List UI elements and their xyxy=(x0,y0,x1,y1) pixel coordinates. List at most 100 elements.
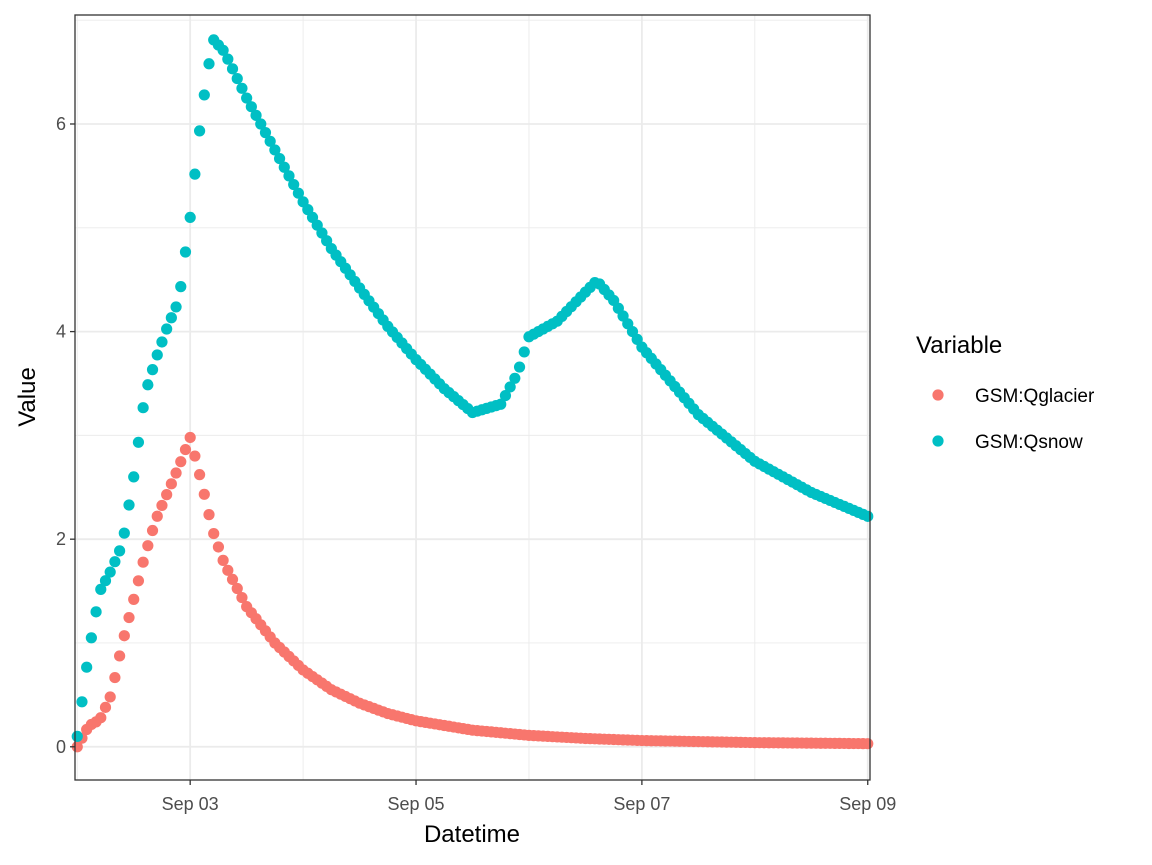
data-point xyxy=(151,510,163,522)
data-point xyxy=(85,632,97,644)
data-point xyxy=(175,456,187,468)
data-point xyxy=(123,611,135,624)
legend-key-qsnow xyxy=(932,435,944,447)
data-point xyxy=(90,606,102,618)
data-point xyxy=(509,372,521,384)
data-point xyxy=(114,650,126,662)
y-tick-label: 6 xyxy=(56,114,66,134)
y-tick-label: 0 xyxy=(56,737,66,757)
data-point xyxy=(109,556,121,568)
legend-label-qglacier: GSM:Qglacier xyxy=(975,386,1095,407)
data-point xyxy=(231,72,243,85)
data-point xyxy=(99,701,112,713)
x-axis-title: Datetime xyxy=(424,821,520,848)
data-point xyxy=(184,211,196,224)
data-point xyxy=(862,510,874,522)
x-tick-label: Sep 07 xyxy=(613,794,670,814)
data-point xyxy=(142,379,154,391)
data-point xyxy=(226,63,239,75)
series-gsm-qglacier xyxy=(71,431,874,753)
data-point xyxy=(264,135,276,147)
data-point xyxy=(114,545,126,557)
data-point xyxy=(189,450,201,462)
data-point xyxy=(118,527,130,539)
data-point xyxy=(217,44,229,56)
data-point xyxy=(222,564,234,576)
data-point xyxy=(132,575,145,587)
data-point xyxy=(128,593,140,605)
data-point xyxy=(513,361,526,373)
data-point xyxy=(161,323,173,335)
data-point xyxy=(128,471,140,483)
y-tick-label: 4 xyxy=(56,322,66,342)
data-point xyxy=(203,509,215,521)
data-point xyxy=(217,554,229,566)
data-point xyxy=(156,499,168,512)
data-point xyxy=(222,53,234,65)
data-point xyxy=(71,730,83,743)
data-point xyxy=(104,691,116,703)
y-tick-label: 2 xyxy=(56,529,66,549)
data-point xyxy=(104,566,116,578)
data-point xyxy=(236,591,248,604)
data-point xyxy=(273,152,286,165)
data-point xyxy=(123,499,135,511)
panel-border xyxy=(74,14,871,781)
data-point xyxy=(151,349,163,361)
legend-title: Variable xyxy=(916,332,1002,359)
x-tick-label: Sep 05 xyxy=(388,794,445,814)
data-point xyxy=(518,346,530,358)
data-point xyxy=(255,118,267,130)
data-point xyxy=(203,58,215,70)
data-point xyxy=(161,489,173,501)
data-point xyxy=(132,436,145,448)
data-point xyxy=(193,125,206,137)
x-axis: Sep 03 Sep 05 Sep 07 Sep 09 xyxy=(162,780,896,814)
data-point xyxy=(288,178,300,191)
y-axis-title: Value xyxy=(14,367,41,427)
data-point xyxy=(165,312,177,324)
data-points xyxy=(71,34,874,753)
data-point xyxy=(212,541,225,553)
data-point xyxy=(208,527,220,540)
series-gsm-qsnow xyxy=(71,34,874,743)
data-point xyxy=(179,443,192,456)
legend-key-qglacier xyxy=(932,389,944,401)
data-point xyxy=(259,127,272,139)
x-tick-label: Sep 03 xyxy=(162,794,219,814)
data-point xyxy=(137,402,149,414)
data-point xyxy=(146,524,159,537)
data-point xyxy=(189,168,201,180)
data-point xyxy=(236,82,248,94)
data-point xyxy=(165,478,177,490)
data-point xyxy=(156,336,168,348)
data-point xyxy=(142,540,154,552)
legend-label-qsnow: GSM:Qsnow xyxy=(975,432,1083,453)
data-point xyxy=(245,101,257,113)
data-point xyxy=(241,92,253,104)
data-point xyxy=(226,573,239,586)
data-point xyxy=(231,582,243,595)
legend: Variable GSM:Qglacier GSM:Qsnow xyxy=(916,332,1095,453)
grid-minor xyxy=(75,15,870,780)
data-point xyxy=(109,671,121,684)
data-point xyxy=(283,170,295,182)
data-point xyxy=(198,89,210,101)
y-axis: 0 2 4 6 xyxy=(56,114,75,757)
data-point xyxy=(146,364,159,376)
data-point xyxy=(81,661,93,673)
data-point xyxy=(862,738,874,750)
plot-panel xyxy=(75,15,870,780)
data-point xyxy=(292,187,305,199)
data-point xyxy=(175,281,187,293)
data-point xyxy=(504,381,516,393)
data-point xyxy=(198,488,210,500)
data-point xyxy=(99,575,112,587)
data-point xyxy=(184,431,196,444)
data-point xyxy=(76,696,88,708)
data-point xyxy=(499,389,512,402)
data-point xyxy=(495,398,507,410)
data-point xyxy=(170,301,182,313)
data-point xyxy=(193,469,206,481)
